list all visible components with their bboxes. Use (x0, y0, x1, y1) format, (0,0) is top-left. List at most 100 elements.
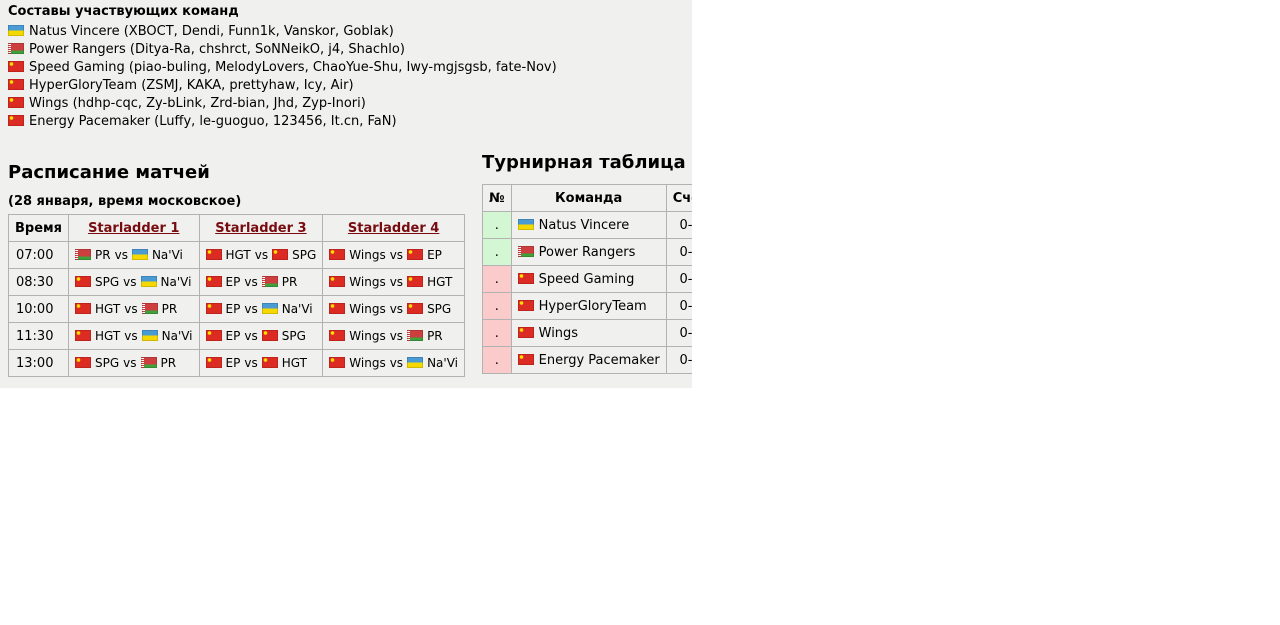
position-cell: . (481, 211, 512, 239)
team2-flag-icon (407, 276, 424, 287)
team-flag-icon (8, 25, 24, 36)
team-roster-text: Speed Gaming (piao-buling, MelodyLovers,… (29, 60, 557, 75)
team2-flag-icon (407, 357, 424, 368)
vs-label: vs (114, 248, 128, 262)
vs-label: vs (389, 329, 404, 343)
standings-row: . Energy Pacemaker 0-0 (481, 346, 692, 374)
team1-flag-icon (205, 303, 222, 314)
team-flag-icon (517, 272, 534, 284)
team-roster-text: Energy Pacemaker (Luffy, le-guoguo, 1234… (29, 114, 397, 129)
schedule-row: 10:00 HGT vs PR EP vs Na'Vi Wings vs SPG (7, 295, 465, 323)
team2-flag-icon (140, 357, 157, 368)
match-cell: SPG vs PR (68, 349, 200, 377)
position-cell: . (481, 319, 512, 347)
match-time: 08:30 (7, 268, 70, 296)
team2-abbr: HGT (427, 275, 453, 289)
team-flag-icon (517, 353, 534, 365)
team-roster-line: Speed Gaming (piao-buling, MelodyLovers,… (8, 59, 692, 77)
vs-label: vs (124, 302, 138, 316)
team-roster-line: Energy Pacemaker (Luffy, le-guoguo, 1234… (8, 113, 692, 131)
standings-header-row: № Команда Счет (481, 184, 692, 212)
team2-flag-icon (131, 249, 148, 260)
match-cell: Wings vs Na'Vi (322, 349, 465, 377)
team2-abbr: Na'Vi (281, 302, 313, 316)
team-flag-icon (8, 43, 24, 54)
team-roster-line: Wings (hdhp-cqc, Zy-bLink, Zrd-bian, Jhd… (8, 95, 692, 113)
team1-abbr: SPG (95, 356, 120, 370)
vs-label: vs (389, 275, 404, 289)
team2-abbr: Na'Vi (427, 356, 458, 370)
team2-flag-icon (261, 276, 278, 287)
starladder-3-link[interactable]: Starladder 3 (215, 220, 307, 236)
vs-label: vs (244, 275, 258, 289)
position-cell: . (481, 238, 512, 266)
team1-abbr: Wings (349, 356, 386, 370)
starladder-1-link[interactable]: Starladder 1 (88, 220, 180, 236)
team1-flag-icon (205, 249, 222, 260)
team1-flag-icon (205, 276, 222, 287)
vs-label: vs (389, 356, 404, 370)
match-cell: Wings vs PR (322, 322, 465, 350)
team2-abbr: PR (161, 302, 178, 316)
team1-flag-icon (329, 249, 346, 260)
team-roster-line: HyperGloryTeam (ZSMJ, KAKA, prettyhaw, I… (8, 77, 692, 95)
team1-abbr: Wings (349, 302, 386, 316)
position-cell: . (481, 346, 512, 374)
score-cell: 0-0 (665, 292, 692, 320)
team-column-header: Команда (510, 184, 667, 212)
team1-abbr: HGT (95, 329, 121, 343)
standings-row: . HyperGloryTeam 0-0 (481, 292, 692, 320)
standings-title: Турнирная таблица (481, 152, 686, 173)
match-cell: HGT vs Na'Vi (68, 322, 200, 350)
team2-flag-icon (272, 249, 289, 260)
schedule-title: Расписание матчей (8, 162, 210, 183)
match-cell: EP vs PR (198, 268, 324, 296)
starladder-1-header: Starladder 1 (68, 214, 200, 242)
team1-flag-icon (205, 330, 222, 341)
match-cell: EP vs HGT (198, 349, 324, 377)
two-column-area: Расписание матчей (28 января, время моск… (7, 153, 692, 377)
team1-flag-icon (75, 276, 92, 287)
team2-flag-icon (407, 303, 424, 314)
vs-label: vs (123, 275, 137, 289)
match-time: 13:00 (7, 349, 70, 377)
vs-label: vs (123, 356, 137, 370)
position-cell: . (481, 265, 512, 293)
match-time: 11:30 (7, 322, 70, 350)
match-cell: PR vs Na'Vi (68, 241, 200, 269)
vs-label: vs (244, 302, 258, 316)
team1-flag-icon (205, 357, 222, 368)
team2-flag-icon (141, 303, 158, 314)
standings-section: Турнирная таблица № Команда Счет . Natus… (481, 152, 692, 374)
team2-flag-icon (407, 330, 424, 341)
team2-flag-icon (140, 276, 157, 287)
schedule-section: Расписание матчей (28 января, время моск… (7, 162, 465, 377)
vs-label: vs (254, 248, 269, 262)
team1-abbr: Wings (349, 329, 386, 343)
starladder-4-link[interactable]: Starladder 4 (347, 220, 440, 236)
team-name: Wings (538, 325, 579, 341)
team2-abbr: EP (427, 248, 442, 262)
match-cell: EP vs Na'Vi (198, 295, 324, 323)
team-flag-icon (517, 245, 534, 257)
team2-flag-icon (261, 330, 278, 341)
team1-abbr: Wings (349, 248, 386, 262)
match-time: 10:00 (7, 295, 70, 323)
starladder-4-header: Starladder 4 (322, 214, 465, 242)
team2-abbr: Na'Vi (161, 329, 193, 343)
team1-abbr: PR (95, 248, 111, 262)
team2-abbr: PR (160, 356, 177, 370)
schedule-table: Время Starladder 1 Starladder 3 Starladd… (7, 214, 465, 377)
vs-label: vs (244, 356, 258, 370)
team-cell: Speed Gaming (510, 265, 667, 293)
team2-abbr: PR (281, 275, 298, 289)
match-cell: Wings vs HGT (322, 268, 465, 296)
team-roster-text: Power Rangers (Ditya-Ra, chshrct, SoNNei… (29, 42, 405, 57)
team2-flag-icon (407, 249, 424, 260)
team-name: Power Rangers (538, 244, 636, 260)
schedule-row: 11:30 HGT vs Na'Vi EP vs SPG Wings vs PR (7, 322, 465, 350)
match-cell: Wings vs EP (322, 241, 465, 269)
standings-row: . Natus Vincere 0-0 (481, 211, 692, 239)
team1-abbr: EP (225, 275, 241, 289)
team2-abbr: SPG (281, 329, 306, 343)
